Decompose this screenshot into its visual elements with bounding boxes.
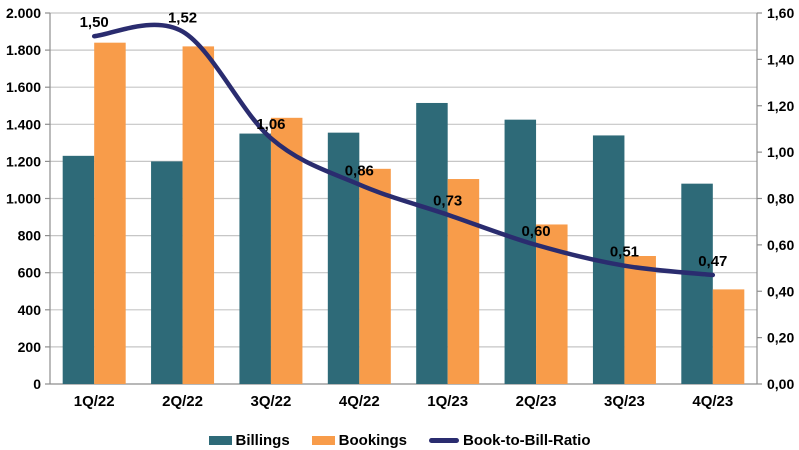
ratio-point-label: 0,73: [433, 193, 462, 210]
category-label: 3Q/22: [251, 393, 292, 410]
bookings-bar: [624, 256, 656, 384]
ratio-point-label: 1,50: [80, 14, 109, 31]
ratio-point-label: 0,51: [610, 244, 639, 261]
left-axis-tick-label: 200: [18, 339, 42, 355]
book-to-bill-ratio-line: [91, 22, 716, 278]
legend-label-billings: Billings: [235, 432, 290, 449]
right-axis-tick-label: 0,20: [767, 330, 794, 346]
right-axis-tick-label: 1,00: [767, 144, 794, 160]
ratio-point-label: 1,06: [256, 116, 285, 133]
billings-bar: [416, 102, 448, 384]
category-label: 1Q/23: [427, 393, 468, 410]
bookings-bar: [712, 289, 745, 384]
bookings-bar: [359, 168, 391, 384]
ratio-point-label: 0,60: [521, 223, 550, 240]
bookings-bar: [182, 46, 215, 384]
right-axis-tick-label: 0,40: [767, 283, 794, 299]
right-axis-tick-label: 1,40: [767, 51, 794, 67]
category-label: 2Q/22: [162, 393, 203, 410]
bookings-bar: [270, 117, 303, 385]
billings-bar: [239, 133, 271, 384]
category-label: 3Q/23: [604, 393, 645, 410]
left-axis-tick-label: 2.000: [6, 5, 41, 21]
right-axis-tick-label: 1,60: [767, 5, 794, 21]
left-axis-tick-label: 800: [18, 228, 42, 244]
billings-swatch-icon: [208, 436, 232, 445]
left-axis-tick-label: 1.800: [6, 42, 41, 58]
category-label: 4Q/23: [692, 393, 733, 410]
billings-bar: [62, 155, 95, 384]
right-axis-tick-label: 1,20: [767, 98, 794, 114]
right-axis-tick-label: 0,80: [767, 191, 794, 207]
right-axis-tick-label: 0,60: [767, 237, 794, 253]
ratio-point-label: 0,86: [345, 163, 374, 180]
legend-item-ratio: Book-to-Bill-Ratio: [429, 432, 591, 449]
left-axis-tick-label: 400: [18, 302, 42, 318]
left-axis-tick-label: 1.600: [6, 79, 41, 95]
ratio-point-label: 1,52: [168, 10, 197, 27]
category-label: 1Q/22: [74, 393, 115, 410]
left-axis-tick-label: 1.200: [6, 153, 41, 169]
left-axis-tick-label: 0: [33, 376, 41, 392]
left-axis-tick-label: 1.000: [6, 191, 41, 207]
legend-label-ratio: Book-to-Bill-Ratio: [463, 432, 591, 449]
legend-label-bookings: Bookings: [338, 432, 408, 449]
bookings-bar: [447, 179, 480, 384]
category-label: 2Q/23: [516, 393, 557, 410]
billings-bar: [151, 161, 183, 384]
category-label: 4Q/22: [339, 393, 380, 410]
legend-item-billings: Billings: [208, 432, 290, 449]
chart-legend: Billings Bookings Book-to-Bill-Ratio: [0, 433, 799, 448]
left-axis-tick-label: 1.400: [6, 116, 41, 132]
billings-bar: [681, 183, 713, 384]
billings-bar: [504, 119, 537, 384]
left-axis-tick-label: 600: [18, 265, 42, 281]
ratio-line-swatch-icon: [429, 438, 460, 443]
bookings-bar: [94, 42, 126, 385]
right-axis-tick-label: 0,00: [767, 376, 794, 392]
ratio-point-label: 0,47: [698, 253, 727, 270]
bookings-swatch-icon: [311, 436, 335, 445]
legend-item-bookings: Bookings: [311, 432, 408, 449]
